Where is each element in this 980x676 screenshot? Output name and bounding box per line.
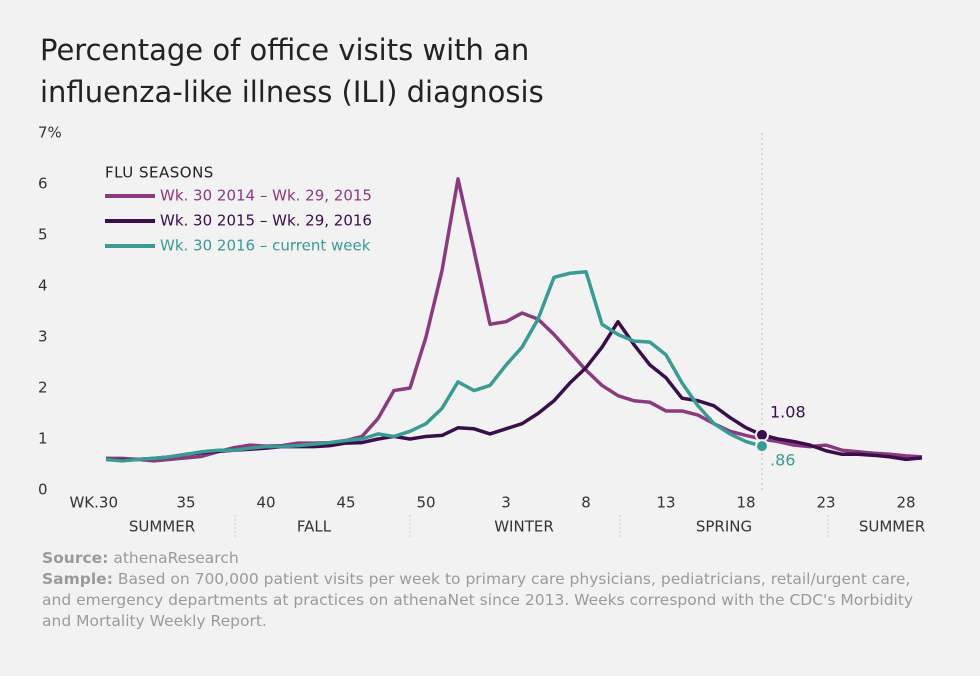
y-tick-label: 0 bbox=[38, 481, 48, 499]
x-tick-label: 45 bbox=[336, 494, 355, 512]
season-label: WINTER bbox=[494, 518, 554, 536]
legend-label: Wk. 30 2016 – current week bbox=[160, 237, 371, 255]
y-tick-label: 1 bbox=[38, 430, 48, 448]
note: Sample: Based on 700,000 patient visits … bbox=[42, 569, 942, 632]
notes: Source: athenaResearch Sample: Based on 7… bbox=[42, 548, 942, 632]
chart-title: influenza-like illness (ILI) diagnosis bbox=[40, 75, 544, 109]
series-line bbox=[105, 269, 763, 463]
season-label: SPRING bbox=[696, 518, 752, 536]
series-line bbox=[105, 319, 923, 463]
x-tick-label: 35 bbox=[176, 494, 195, 512]
x-tick-label: 50 bbox=[416, 494, 435, 512]
chart: Percentage of office visits with an infl… bbox=[38, 33, 925, 538]
legend-label: Wk. 30 2014 – Wk. 29, 2015 bbox=[160, 187, 372, 205]
series-line bbox=[106, 177, 923, 463]
note-text: Based on 700,000 patient visits per week… bbox=[42, 570, 914, 630]
x-tick-label: 23 bbox=[816, 494, 835, 512]
season-label: SUMMER bbox=[859, 518, 925, 536]
point-marker bbox=[755, 439, 769, 454]
y-tick-label: 4 bbox=[38, 277, 48, 295]
y-tick-label: 3 bbox=[38, 328, 48, 346]
x-tick-label: 3 bbox=[501, 494, 511, 512]
chart-title: Percentage of office visits with an bbox=[40, 33, 529, 67]
value-label: .86 bbox=[770, 451, 795, 470]
y-tick-label: 5 bbox=[38, 226, 48, 244]
x-tick-label: 8 bbox=[581, 494, 591, 512]
x-tick-label: 13 bbox=[656, 494, 675, 512]
x-tick-label: 28 bbox=[896, 494, 915, 512]
x-tick-label: 40 bbox=[256, 494, 275, 512]
note: Source: athenaResearch bbox=[42, 548, 942, 569]
point-marker bbox=[755, 427, 769, 442]
y-tick-label: 2 bbox=[38, 379, 48, 397]
value-label: 1.08 bbox=[770, 402, 806, 421]
x-tick-label: WK.30 bbox=[69, 494, 118, 512]
note-text: athenaResearch bbox=[113, 549, 239, 567]
season-label: FALL bbox=[297, 518, 332, 536]
y-tick-label: 7% bbox=[38, 124, 62, 142]
legend-label: Wk. 30 2015 – Wk. 29, 2016 bbox=[160, 212, 372, 230]
note-label: Sample: bbox=[42, 570, 113, 588]
season-label: SUMMER bbox=[129, 518, 195, 536]
x-tick-label: 18 bbox=[736, 494, 755, 512]
note-label: Source: bbox=[42, 549, 109, 567]
y-tick-label: 6 bbox=[38, 175, 48, 193]
legend-title: FLU SEASONS bbox=[105, 164, 214, 182]
